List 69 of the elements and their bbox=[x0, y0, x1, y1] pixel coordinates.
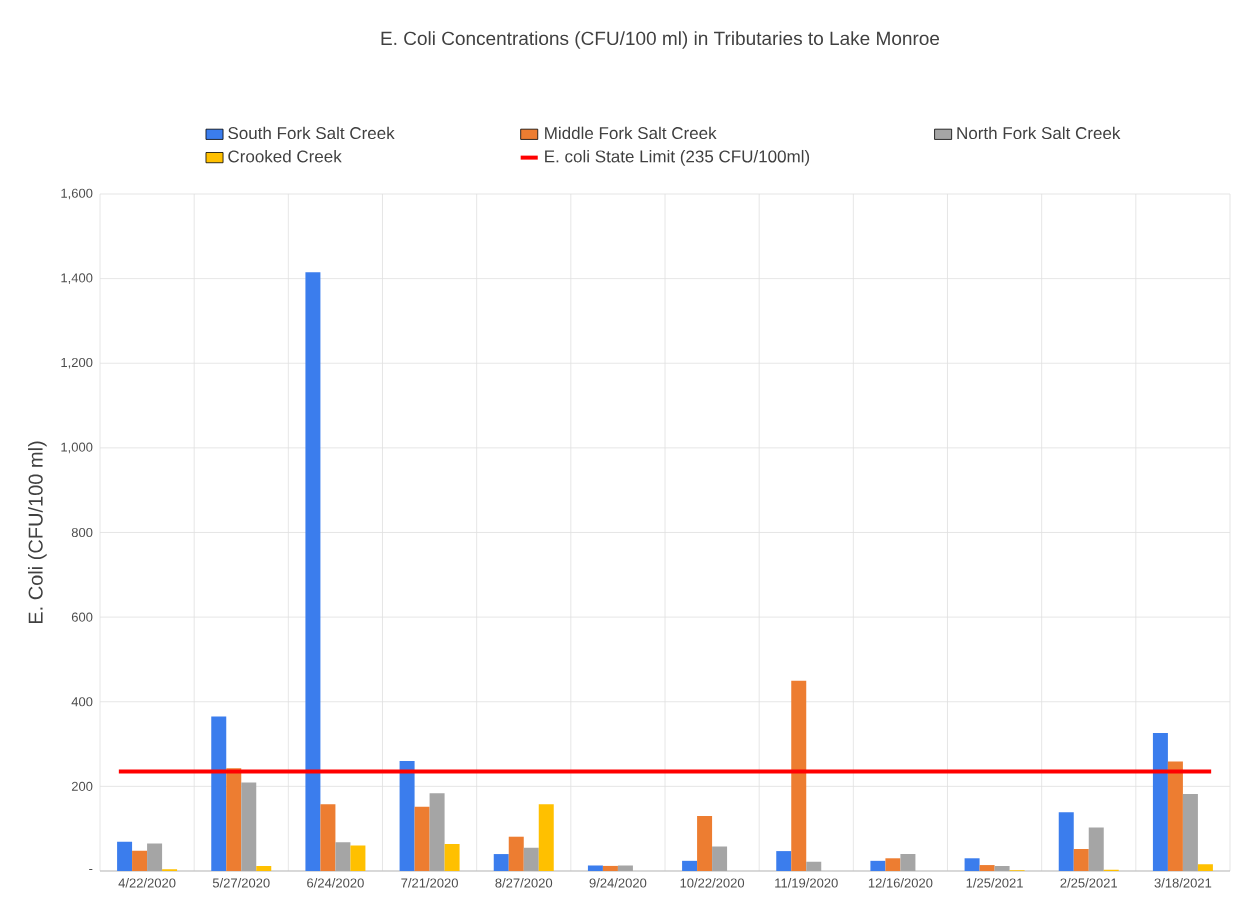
bar bbox=[602, 865, 618, 871]
y-tick-label: 800 bbox=[71, 527, 93, 538]
bar bbox=[1088, 827, 1104, 871]
legend-label: South Fork Salt Creek bbox=[228, 126, 395, 140]
bar bbox=[132, 850, 148, 871]
bar bbox=[1073, 848, 1089, 871]
y-tick-label: 400 bbox=[71, 697, 93, 707]
bar bbox=[523, 847, 539, 871]
x-tick-label: 1/25/2021 bbox=[966, 878, 1023, 888]
x-tick-label: 2/25/2021 bbox=[1060, 878, 1118, 888]
x-tick-label: 6/24/2020 bbox=[307, 878, 364, 888]
bar bbox=[508, 836, 524, 871]
bar bbox=[776, 851, 792, 871]
bar bbox=[682, 860, 698, 871]
bar bbox=[900, 854, 916, 871]
x-tick-label: 3/18/2021 bbox=[1154, 878, 1212, 888]
bar bbox=[712, 846, 728, 871]
legend-label: North Fork Salt Creek bbox=[957, 126, 1121, 140]
bar bbox=[538, 804, 554, 871]
bar bbox=[320, 804, 336, 871]
y-tick-label: 1,400 bbox=[61, 273, 93, 284]
bar bbox=[587, 865, 603, 871]
bar bbox=[147, 843, 163, 871]
bar bbox=[964, 858, 980, 871]
x-tick-label: 11/19/2020 bbox=[775, 878, 838, 888]
bar bbox=[399, 760, 415, 871]
x-tick-label: 7/21/2020 bbox=[401, 878, 458, 888]
legend-label: E. coli State Limit (235 CFU/100ml) bbox=[545, 149, 810, 166]
y-tick-label: 1,200 bbox=[61, 357, 93, 369]
y-tick-label: 1,000 bbox=[61, 442, 93, 454]
bar bbox=[429, 793, 445, 871]
bar bbox=[305, 272, 321, 871]
bar bbox=[1197, 864, 1213, 871]
x-tick-label: 8/27/2020 bbox=[495, 878, 553, 888]
bar bbox=[870, 860, 886, 871]
bar bbox=[697, 815, 713, 871]
x-tick-label: 4/22/2020 bbox=[118, 878, 176, 888]
bar bbox=[350, 845, 366, 871]
bar bbox=[885, 858, 901, 871]
x-tick-label: 12/16/2020 bbox=[868, 878, 933, 888]
bar bbox=[256, 865, 272, 871]
bar bbox=[994, 865, 1010, 871]
y-tick-label: 600 bbox=[71, 612, 93, 622]
bar bbox=[617, 865, 633, 871]
y-tick-label: - bbox=[89, 869, 93, 871]
y-tick-label: 1,600 bbox=[61, 188, 93, 200]
y-tick-label: 200 bbox=[71, 781, 93, 791]
x-tick-label: 9/24/2020 bbox=[589, 878, 647, 888]
chart-title: E. Coli Concentrations (CFU/100 ml) in Tributaries to Lake Monroe bbox=[381, 31, 940, 49]
bar bbox=[493, 854, 509, 871]
legend-label: Middle Fork Salt Creek bbox=[545, 126, 717, 140]
bar bbox=[1167, 761, 1183, 871]
bar bbox=[806, 861, 822, 871]
bar bbox=[1058, 812, 1074, 871]
bar bbox=[979, 865, 995, 871]
bar bbox=[241, 782, 257, 871]
bar bbox=[414, 806, 430, 871]
bar bbox=[1182, 793, 1198, 871]
bar bbox=[1152, 733, 1168, 871]
bar bbox=[335, 842, 351, 871]
legend-label: Crooked Creek bbox=[228, 149, 342, 163]
bar bbox=[791, 680, 807, 871]
x-tick-label: 10/22/2020 bbox=[680, 878, 745, 888]
bar bbox=[226, 768, 242, 871]
x-tick-label: 5/27/2020 bbox=[212, 878, 270, 888]
bar bbox=[211, 716, 227, 871]
bar bbox=[117, 841, 133, 871]
y-axis-title: E. Coli (CFU/100 ml) bbox=[28, 441, 47, 624]
bar bbox=[444, 843, 460, 871]
